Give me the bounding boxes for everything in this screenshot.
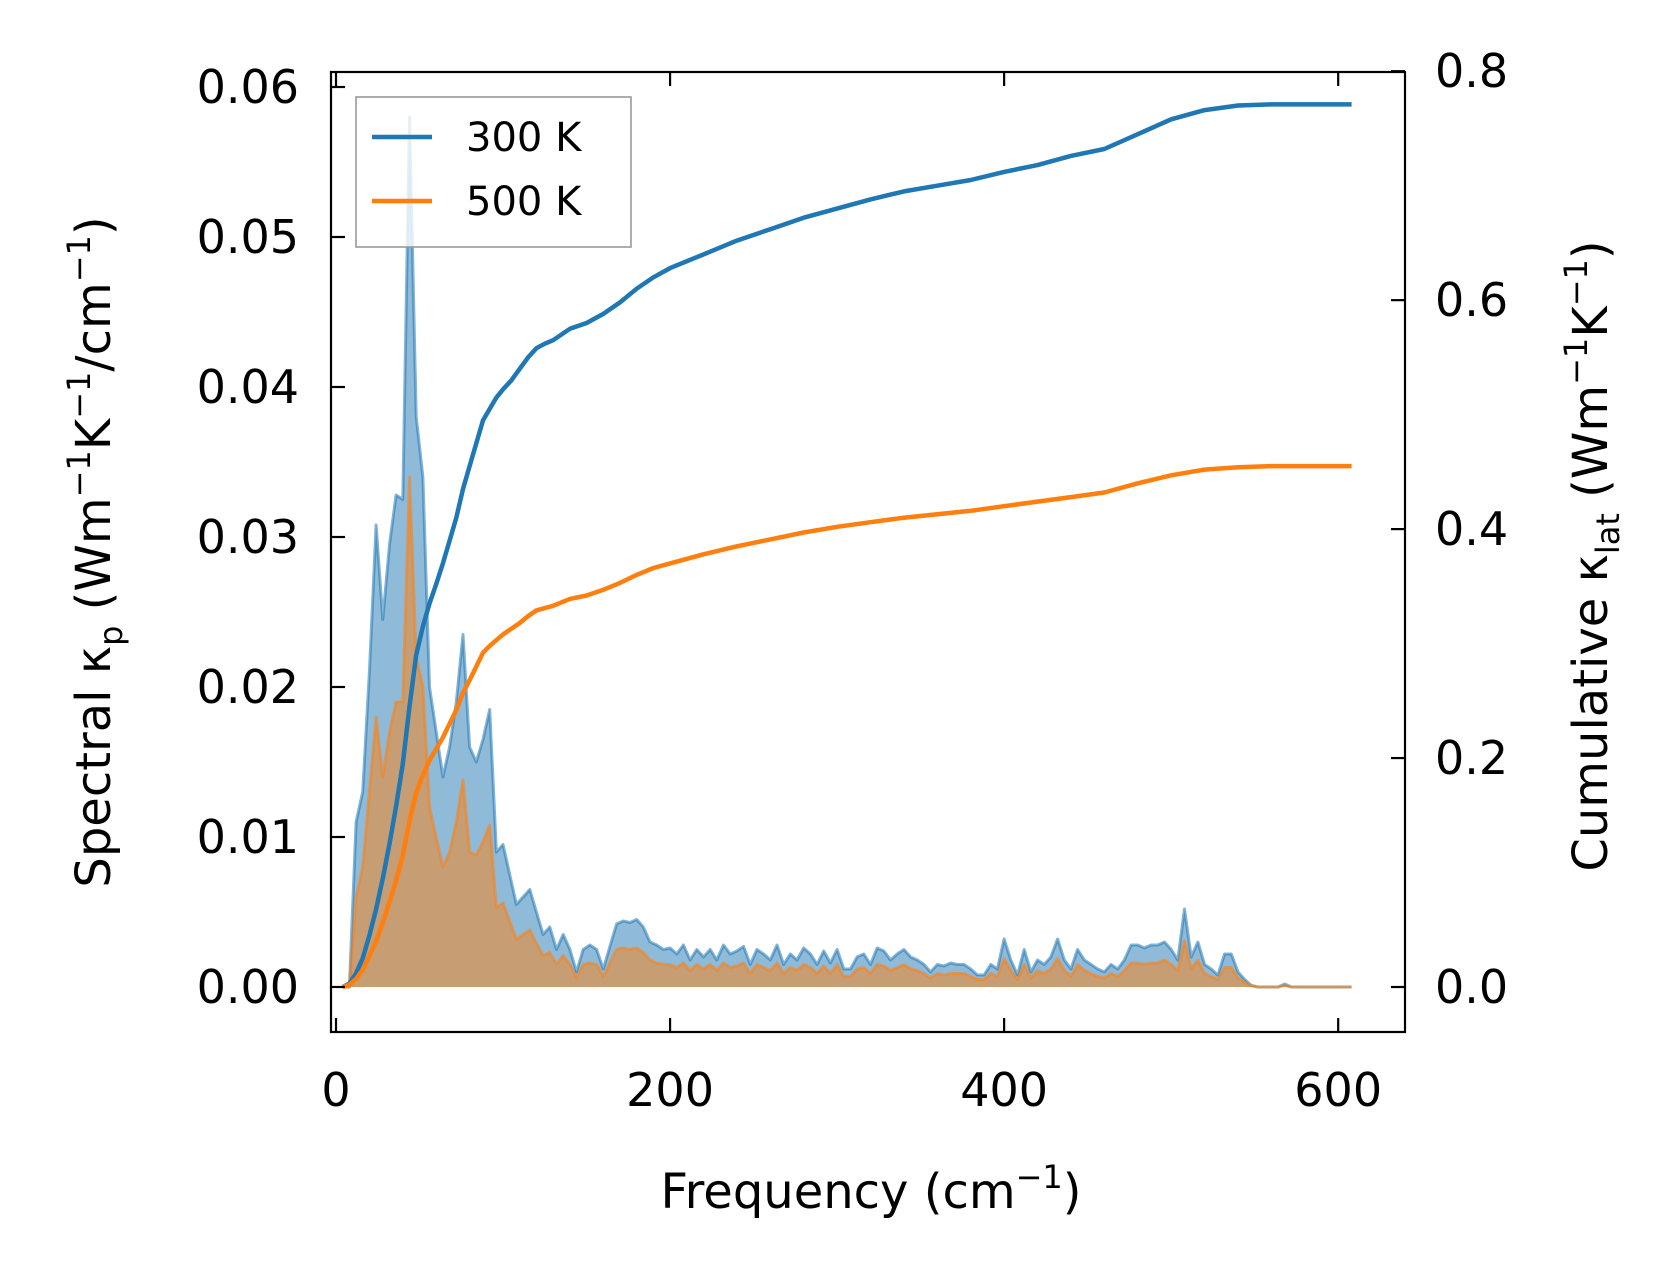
y-axis-left-title: Spectral κp (Wm−1K−1/cm−1)	[60, 216, 130, 887]
cumulative-line-300k	[341, 102, 1352, 990]
y-tick-label-left: 0.00	[197, 960, 299, 1014]
y-tick-label-right: 0.6	[1435, 273, 1508, 327]
x-tick-label: 0	[321, 1063, 350, 1117]
axes: 0 200 400 600 0.00 0.01 0.02 0.03 0.04 0.05 0.06 0.…	[197, 44, 1509, 1117]
y-tick-label-right: 0.0	[1435, 960, 1508, 1014]
legend-frame	[355, 96, 632, 248]
y-tick-label-right: 0.2	[1435, 731, 1508, 785]
cumulative-line-500k	[341, 463, 1352, 990]
spectral-line-500k	[342, 475, 1352, 989]
plot-area	[341, 102, 1352, 990]
y-tick-label-right: 0.4	[1435, 502, 1508, 556]
y-tick-label-left: 0.01	[197, 810, 299, 864]
legend-label-300k: 300 K	[466, 115, 583, 161]
spectral-line-300k	[342, 115, 1352, 989]
y-tick-label-left: 0.03	[197, 510, 299, 564]
axes-frame	[329, 70, 1407, 1034]
legend: 300 K 500 K	[355, 96, 632, 248]
x-tick-label: 600	[1294, 1063, 1382, 1117]
x-axis-title: Frequency (cm−1)	[660, 1158, 1081, 1220]
x-tick-label: 400	[960, 1063, 1048, 1117]
y-axis-right-title: Cumulative κlat (Wm−1K−1)	[1557, 240, 1627, 871]
y-tick-label-left: 0.06	[197, 60, 299, 114]
x-tick-label: 200	[626, 1063, 714, 1117]
y-tick-label-right: 0.8	[1435, 44, 1508, 98]
spectral-area-500k	[342, 477, 1352, 987]
y-tick-label-left: 0.02	[197, 660, 299, 714]
y-tick-label-left: 0.04	[197, 360, 299, 414]
legend-label-500k: 500 K	[466, 179, 583, 225]
y-tick-label-left: 0.05	[197, 210, 299, 264]
